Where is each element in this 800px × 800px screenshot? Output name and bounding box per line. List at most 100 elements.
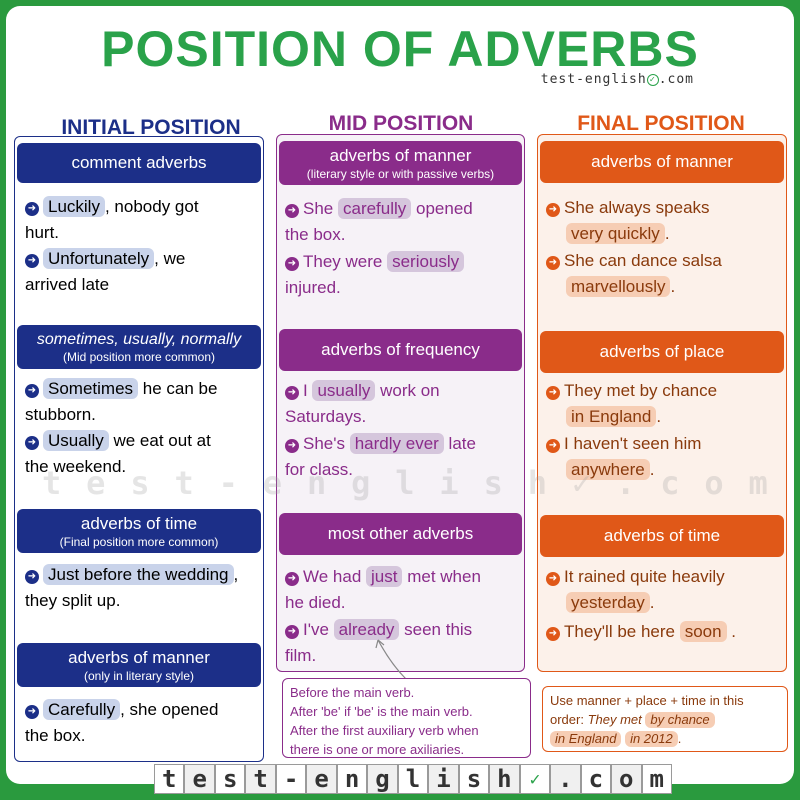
note-line: there is one or more axiliaries.	[290, 742, 465, 757]
example-text: injured.	[285, 278, 341, 297]
note-highlight-place: in England	[550, 731, 622, 747]
logo-tile: t	[154, 764, 185, 794]
band-subtitle: (only in literary style)	[83, 668, 195, 683]
band-title: sometimes, usually, normally	[36, 330, 242, 348]
logo-tile: s	[214, 764, 246, 794]
example-text: the box.	[285, 225, 346, 244]
example-text: We had	[303, 567, 367, 586]
adverb-highlight: seriously	[387, 251, 465, 272]
example-i-usually: ➜ I usually work on Saturdays.	[285, 378, 523, 430]
example-text: he can be	[138, 379, 218, 398]
band-manner-final: adverbs of manner	[540, 141, 784, 183]
example-text: hurt.	[25, 223, 60, 242]
note-text: order:	[550, 712, 588, 727]
example-text: She's	[303, 434, 350, 453]
arrow-icon: ➜	[25, 384, 39, 398]
infographic-sheet: POSITION OF ADVERBS test-english ✓ .com IN…	[6, 6, 794, 784]
note-line: in England in 2012.	[550, 729, 780, 748]
column-mid: adverbs of manner (literary style or with…	[276, 134, 525, 672]
example-text: film.	[285, 646, 317, 665]
band-title: adverbs of place	[599, 342, 725, 361]
arrow-icon: ➜	[285, 204, 299, 218]
band-comment-adverbs: comment adverbs	[17, 143, 261, 183]
pointer-arrow	[375, 639, 407, 680]
note-line: After 'be' if 'be' is the main verb.	[290, 704, 473, 719]
logo-tile: h	[489, 764, 520, 794]
example-text: .	[649, 460, 655, 479]
example-text: , nobody got	[104, 197, 199, 216]
logo-tile: .	[550, 764, 581, 794]
logo-tile: l	[397, 764, 429, 794]
example-text: I've	[303, 620, 334, 639]
watermark-letter: h	[527, 464, 547, 502]
example-text: She	[303, 199, 338, 218]
watermark-letter: e	[86, 464, 106, 502]
example-very-quickly: ➜ She always speaks very quickly.	[546, 195, 784, 247]
adverb-highlight: anywhere	[566, 459, 650, 480]
arrow-icon: ➜	[546, 627, 560, 641]
watermark-letter: l	[395, 464, 415, 502]
logo-tile: t	[245, 764, 276, 794]
arrow-icon: ➜	[285, 625, 299, 639]
example-seriously: ➜ They were seriously injured.	[285, 249, 523, 301]
arrow-icon: ➜	[285, 572, 299, 586]
note-final: Use manner + place + time in this order:…	[542, 686, 788, 752]
watermark-letter: s	[483, 464, 503, 502]
arrow-icon: ➜	[546, 439, 560, 453]
example-text: , we	[154, 249, 186, 268]
band-title: adverbs of manner	[68, 647, 210, 667]
example-text: .	[726, 622, 737, 641]
example-text: the weekend.	[25, 457, 127, 476]
watermark-letter: c	[660, 464, 680, 502]
example-usually: ➜ Usually we eat out at the weekend.	[25, 428, 261, 480]
example-text: They met by chance	[564, 381, 718, 400]
band-title: adverbs of manner	[329, 145, 472, 165]
adverb-highlight: in England	[566, 406, 657, 427]
band-subtitle: (Final position more common)	[59, 534, 219, 549]
note-italic: They met	[587, 712, 642, 727]
adverb-highlight: marvellously	[566, 276, 671, 297]
watermark-letter: t	[174, 464, 194, 502]
arrow-icon: ➜	[546, 572, 560, 586]
adverb-highlight: soon	[679, 621, 727, 642]
adverb-highlight: very quickly	[566, 223, 665, 244]
logo-tile: m	[641, 764, 672, 794]
band-frequency-initial: sometimes, usually, normally (Mid positio…	[17, 325, 261, 369]
band-frequency-mid: adverbs of frequency	[279, 329, 522, 371]
watermark-letter: .	[616, 464, 636, 502]
example-marvellously: ➜ She can dance salsa marvellously.	[546, 248, 784, 300]
example-text: he died.	[285, 593, 346, 612]
example-text: late	[443, 434, 476, 453]
example-text: the box.	[25, 726, 86, 745]
example-yesterday: ➜ It rained quite heavily yesterday.	[546, 564, 784, 616]
arrow-icon: ➜	[285, 439, 299, 453]
logo-tile: o	[611, 764, 642, 794]
adverb-highlight: Luckily	[43, 196, 105, 217]
band-place-final: adverbs of place	[540, 331, 784, 373]
arrow-icon: ➜	[546, 256, 560, 270]
example-soon: ➜ They'll be here soon .	[546, 619, 784, 645]
arrow-icon: ➜	[25, 254, 39, 268]
example-already: ➜ I've already seen this film.	[285, 617, 523, 669]
brand-suffix: .com	[658, 72, 694, 87]
watermark-letter: t	[42, 464, 62, 502]
adverb-highlight: Sometimes	[43, 378, 139, 399]
logo-tile: c	[580, 764, 612, 794]
example-text: It rained quite heavily	[564, 567, 725, 586]
arrow-icon: ➜	[25, 202, 39, 216]
example-just: ➜ We had just met when he died.	[285, 564, 523, 616]
example-text: I haven't seen him	[564, 434, 702, 453]
example-text: , she opened	[120, 700, 219, 719]
watermark-letter: -	[218, 464, 238, 502]
heading-initial: INITIAL POSITION	[61, 116, 241, 139]
logo-tile: g	[367, 764, 398, 794]
arrow-icon: ➜	[285, 257, 299, 271]
logo-tile: e	[306, 764, 337, 794]
watermark: t e s t - e n g l i s h ✓ . c o m	[42, 464, 768, 506]
adverb-highlight: Usually	[43, 430, 109, 451]
adverb-highlight: hardly ever	[349, 433, 444, 454]
check-icon: ✓	[646, 73, 659, 86]
adverb-highlight: Just before the wedding	[43, 564, 234, 585]
watermark-letter: e	[262, 464, 283, 502]
